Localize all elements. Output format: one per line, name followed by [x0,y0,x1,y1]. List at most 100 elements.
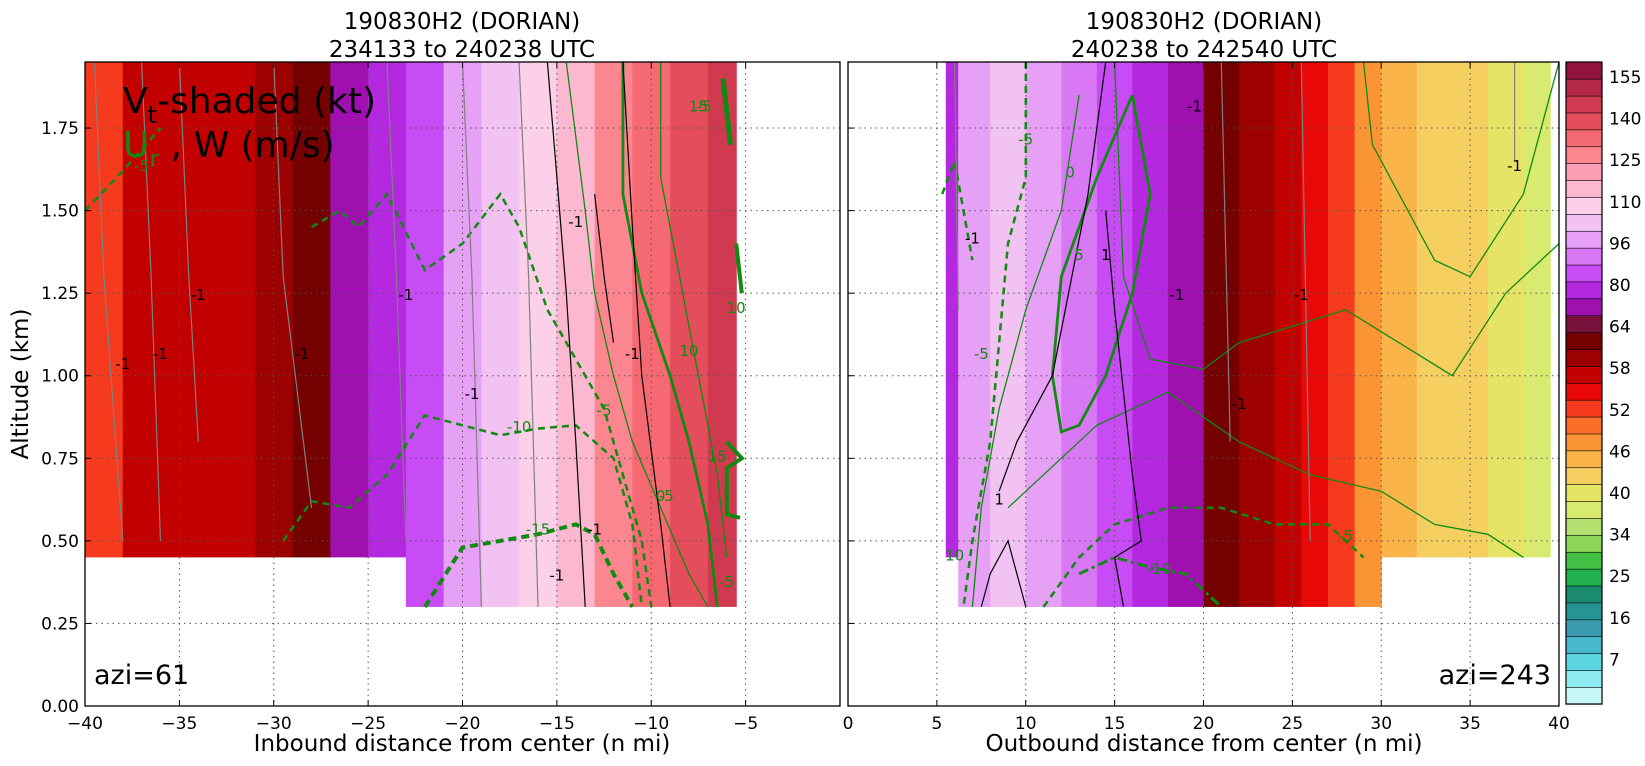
x-tick-label: −5 [733,714,758,734]
colorbar-swatch [1565,450,1603,469]
x-tick-label: −15 [539,714,575,734]
ur-contour [971,94,1080,607]
colorbar-swatch [1565,399,1603,418]
contour-label: -5 [597,401,612,419]
colorbar-swatch [1565,585,1603,604]
ur-contour [660,62,728,558]
contour-label: 10 [945,547,964,565]
x-tick-label: −40 [67,714,103,734]
x-tick-label: 0 [843,714,854,734]
contour-label: -10 [1147,560,1172,578]
contour-label: -1 [295,345,310,363]
contour-label: -1 [464,385,479,403]
shade-band [217,62,256,558]
colorbar-swatch [1565,568,1603,587]
left-title-line2: 234133 to 240238 UTC [329,37,595,63]
ylabel: Altitude (km) [8,309,34,460]
colorbar-swatch [1565,653,1603,671]
shade-band [1061,62,1098,607]
left-contours [85,62,745,608]
colorbar-swatch [1565,551,1603,570]
ur-contour [1007,391,1524,558]
svg-text:Ur , W (m/s): Ur , W (m/s) [123,125,335,173]
colorbar-swatch [1565,230,1603,249]
contour-label: 10 [727,299,746,317]
w-contour [93,62,124,541]
y-tick-label: 0.25 [41,614,79,634]
left-contour-labels: -1-1-1 -1-1-1-1-1-1-1-5-10-15-50-5101510-… [115,98,745,592]
colorbar-swatch [1565,264,1603,283]
x-tick-label: 5 [931,714,942,734]
colorbar-labels: 155 140 125 110 96 80 64 58 52 46 40 34 25 16 7 [1609,68,1641,670]
colorbar-tick-label: 64 [1609,318,1631,338]
ur-contour [565,62,709,608]
colorbar-swatch [1565,348,1603,367]
colorbar-swatch [1565,636,1603,654]
y-tick-label: 1.00 [41,367,79,387]
x-tick-label: 20 [1193,714,1215,734]
colorbar-swatch [1565,196,1603,215]
left-ticks: −40 −35 −30 −25 −20 −15 −10 −5 0.00 0.25 0.50 0.75 1… [41,62,758,734]
colorbar-swatch [1565,179,1603,198]
shade-band [368,62,407,558]
shade-band [1523,62,1551,558]
colorbar-tick-label: 80 [1609,276,1631,296]
colorbar-frame [1565,61,1603,705]
contour-label: 1 [1101,246,1111,264]
ur-contour [724,440,745,520]
contour-label: 0 [1065,164,1075,182]
shade-band [519,62,558,607]
contour-label: -5 [974,345,989,363]
right-shading [945,62,1551,607]
colorbar-swatch [1565,78,1603,97]
x-tick-label: 10 [1015,714,1037,734]
right-title-line2: 240238 to 242540 UTC [1071,37,1337,63]
colorbar-swatch [1565,365,1603,384]
legend-line2-rest: , W (m/s) [159,125,334,166]
rmw-contour [980,539,1027,608]
contour-label: 10 [679,342,698,360]
ur-contour [962,62,1028,608]
colorbar-swatch [1565,247,1603,266]
contour-label: -1 [1294,286,1309,304]
colorbar-tick-label: 110 [1609,193,1641,213]
contour-label: -5 [134,157,149,175]
colorbar-swatch [1565,281,1603,300]
contour-label: -1 [1232,395,1247,413]
y-tick-label: 1.25 [41,284,79,304]
ur-contour [282,413,644,608]
legend-line1-sub: t [148,101,157,129]
x-tick-label: −30 [256,714,292,734]
colorbar-tick-label: 25 [1609,567,1631,587]
colorbar-tick-label: 46 [1609,442,1631,462]
w-contour [1300,62,1311,541]
colorbar-swatch [1565,95,1603,114]
y-tick-label: 1.50 [41,202,79,222]
rmw-contour [1105,210,1142,608]
y-tick-label: 0.50 [41,532,79,552]
colorbar-swatch [1565,298,1603,317]
ur-contour [941,156,974,261]
contour-label: -5 [697,98,712,116]
contour-label: -5 [1338,527,1353,545]
rmw-contour [546,62,586,607]
colorbar-swatch [1565,416,1603,435]
right-azimuth: azi=243 [1439,660,1551,691]
colorbar-swatch [1565,534,1603,553]
x-tick-label: −35 [161,714,197,734]
shade-band [1487,62,1525,558]
contour-label: 1 [994,491,1004,509]
shade-band [1239,62,1276,607]
shade-band [330,62,369,558]
colorbar-swatch [1565,433,1603,452]
contour-label: -1 [625,345,640,363]
right-xlabel: Outbound distance from center (n mi) [986,731,1423,757]
ur-contour [720,78,733,145]
colorbar-swatch [1565,517,1603,536]
w-contour [518,62,539,607]
colorbar-swatch [1565,332,1603,350]
w-contour [273,62,313,508]
contour-label: -1 [115,355,130,373]
legend-line1-main: V [123,81,148,122]
ur-contour [310,191,653,608]
